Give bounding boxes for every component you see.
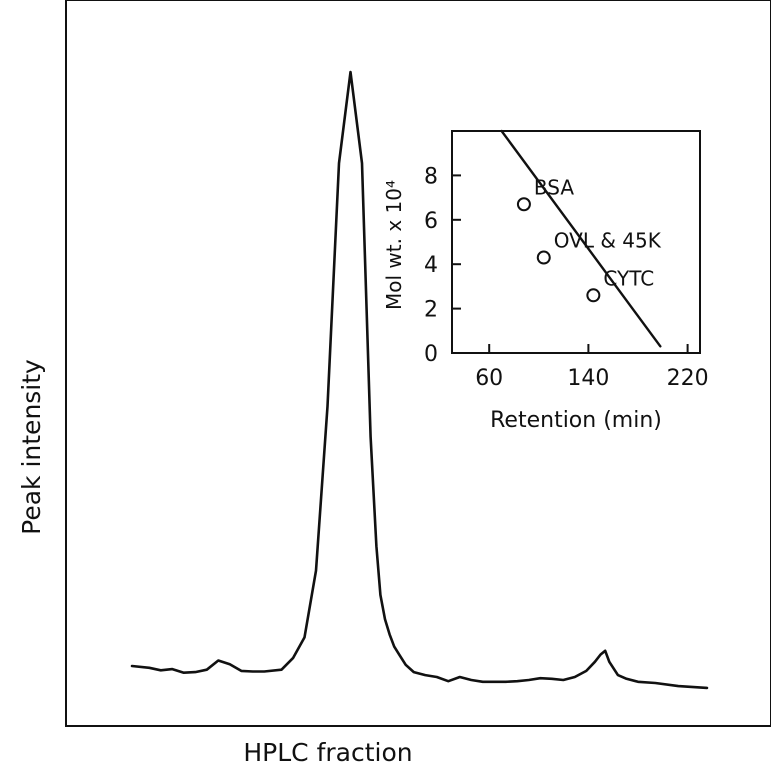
standard-point-label: BSA: [534, 175, 574, 199]
main-plot-frame: [65, 0, 771, 727]
inset-x-tick-label: 220: [667, 366, 709, 391]
inset-y-tick-label: 2: [424, 298, 438, 323]
main-x-axis-label: HPLC fraction: [243, 738, 412, 767]
inset-x-ticks: 60 140 220: [475, 344, 709, 391]
inset-y-tick-label: 8: [424, 164, 438, 189]
standard-point-label: OVL & 45K: [554, 229, 662, 253]
standard-points: BSA OVL & 45K CYTC: [516, 175, 662, 303]
standard-point: [516, 197, 531, 212]
inset-plot-frame: [451, 130, 701, 354]
standard-point-label: CYTC: [603, 266, 654, 290]
inset-y-tick-label: 6: [424, 209, 438, 234]
inset-x-tick-label: 140: [567, 366, 609, 391]
inset-x-tick-label: 60: [475, 366, 503, 391]
inset-y-tick-label: 0: [424, 342, 438, 367]
inset-y-tick-label: 4: [424, 253, 438, 278]
inset-y-ticks: 0 2 4 6 8: [424, 164, 461, 367]
standard-point: [586, 288, 601, 303]
main-y-axis-label: Peak intensity: [17, 359, 46, 535]
standard-point: [536, 250, 551, 265]
chromatogram-trace: [130, 70, 709, 690]
main-chart: Peak intensity HPLC fraction: [17, 0, 771, 767]
inset-x-axis-label: Retention (min): [490, 408, 662, 433]
calibration-fit-line: [500, 129, 662, 348]
inset-y-axis-label: Mol wt. x 10⁴: [382, 180, 406, 310]
inset-chart: 60 140 220 0 2 4 6 8 BSA OVL & 45K CYTC Retentio…: [382, 129, 709, 433]
